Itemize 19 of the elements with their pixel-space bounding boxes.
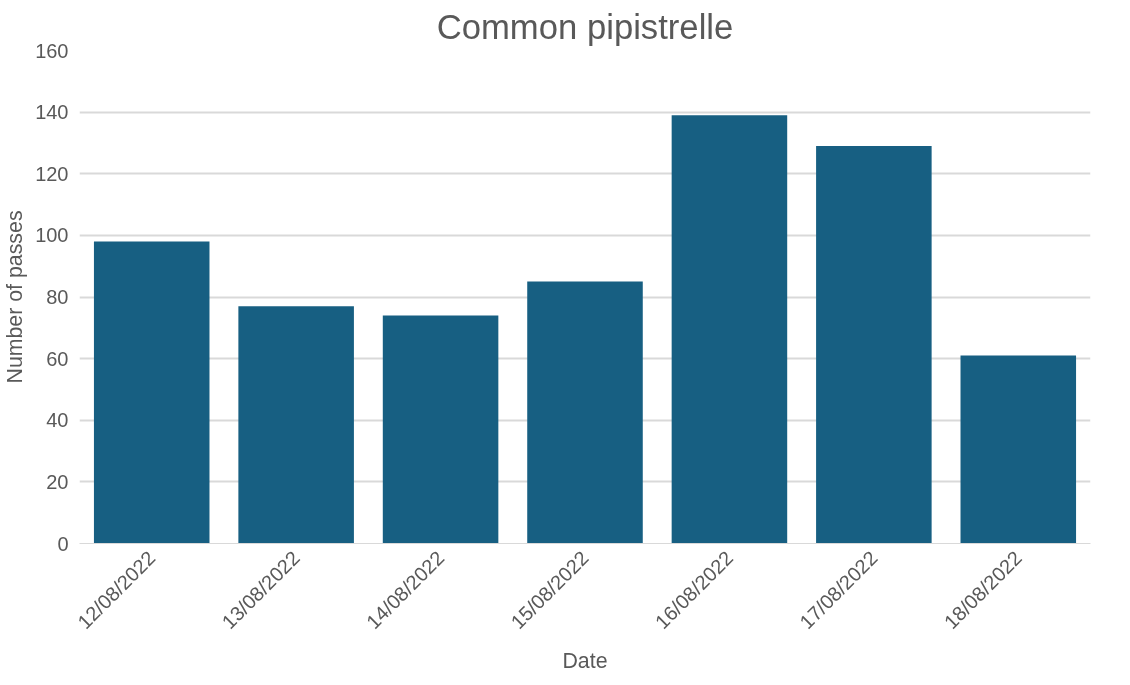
bar xyxy=(671,115,788,544)
y-tick-label: 60 xyxy=(46,347,69,370)
bar xyxy=(816,146,932,544)
y-tick-label: 40 xyxy=(46,409,69,432)
x-axis-title: Date xyxy=(562,648,608,673)
y-tick-label: 160 xyxy=(35,39,69,62)
y-tick-label: 20 xyxy=(46,470,69,493)
y-tick-label: 120 xyxy=(35,162,69,185)
y-tick-label: 80 xyxy=(46,286,69,308)
bar xyxy=(382,315,499,544)
y-tick-label: 0 xyxy=(57,532,69,555)
bar xyxy=(527,281,643,544)
bar xyxy=(238,306,354,544)
y-tick-label: 100 xyxy=(35,224,69,247)
bar xyxy=(93,241,210,544)
bar xyxy=(960,355,1077,544)
y-axis-title: Number of passes xyxy=(3,210,28,384)
chart-title: Common pipistrelle xyxy=(436,7,734,46)
y-tick-label: 140 xyxy=(35,101,69,124)
